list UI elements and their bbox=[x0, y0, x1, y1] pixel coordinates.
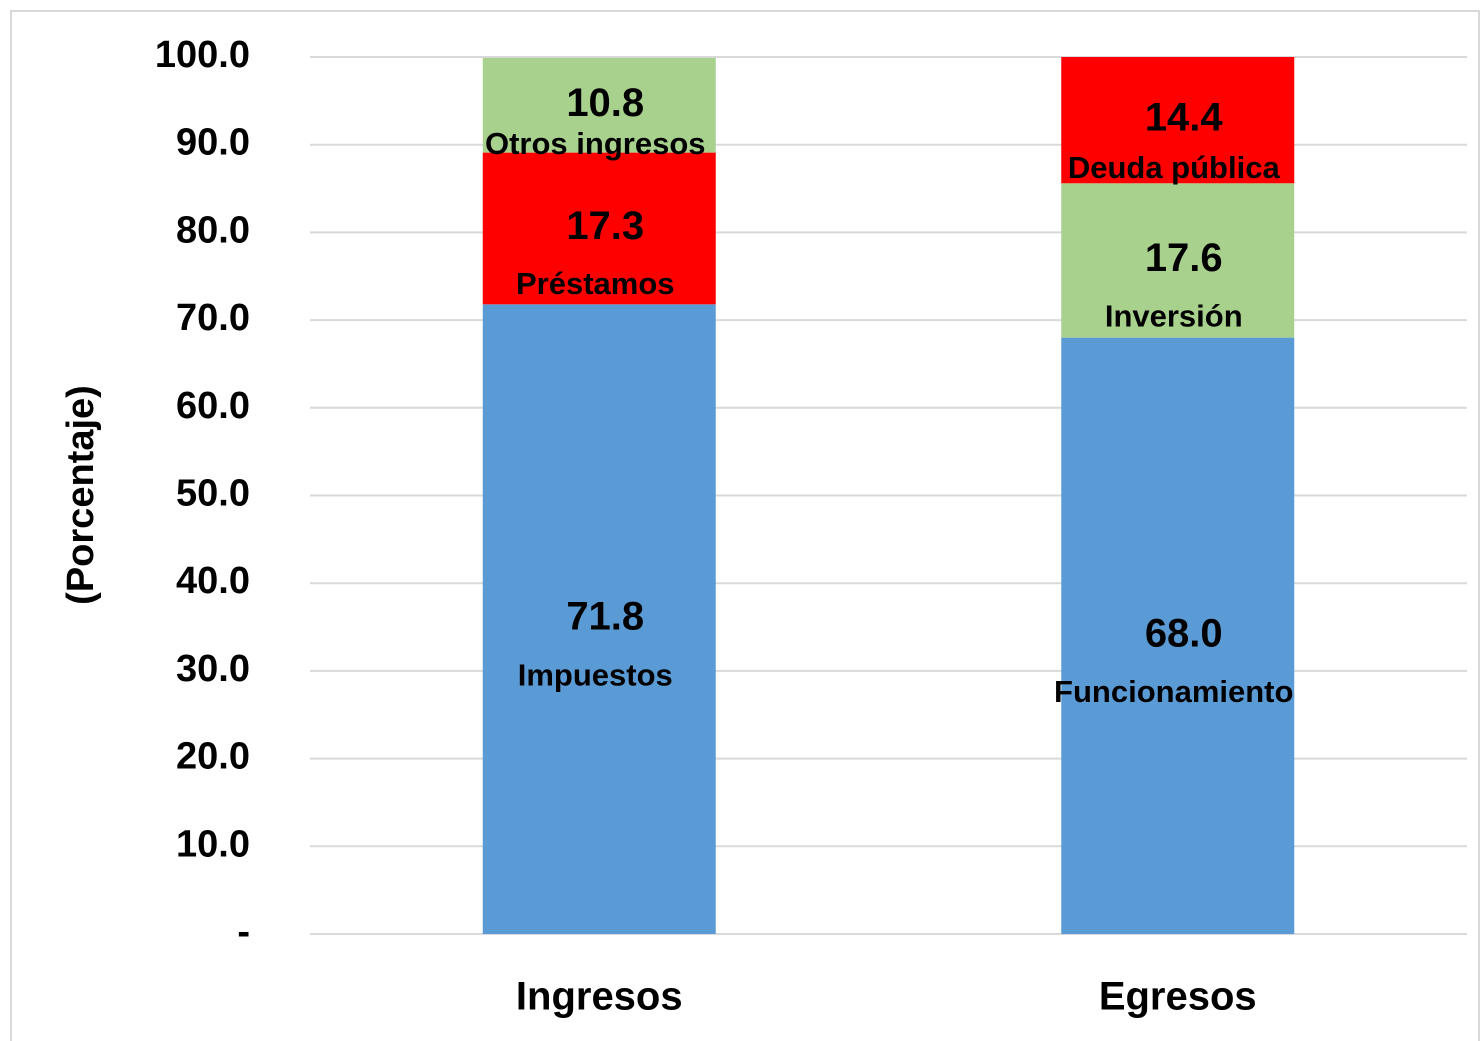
segment-label: Impuestos bbox=[518, 657, 673, 692]
y-tick-label: 50.0 bbox=[176, 473, 250, 515]
y-tick-label: 30.0 bbox=[176, 648, 250, 690]
segment-label: Inversión bbox=[1105, 299, 1243, 334]
value-label: 17.3 bbox=[566, 204, 644, 248]
y-tick-label: 60.0 bbox=[176, 385, 250, 427]
y-tick-label: - bbox=[237, 911, 250, 953]
x-tick-label: Egresos bbox=[1099, 975, 1257, 1019]
y-tick-label: 40.0 bbox=[176, 560, 250, 602]
y-tick-label: 90.0 bbox=[176, 122, 250, 164]
value-label: 14.4 bbox=[1145, 96, 1224, 140]
bar-segment bbox=[1061, 57, 1295, 184]
value-label: 17.6 bbox=[1145, 236, 1223, 280]
segment-label: Deuda pública bbox=[1068, 150, 1281, 185]
value-label: 71.8 bbox=[566, 595, 644, 639]
y-tick-label: 70.0 bbox=[176, 297, 250, 339]
bar-segment bbox=[482, 152, 716, 305]
bar-segment bbox=[482, 304, 716, 935]
value-label: 68.0 bbox=[1145, 611, 1223, 655]
x-tick-label: Ingresos bbox=[516, 975, 683, 1019]
y-tick-label: 20.0 bbox=[176, 736, 250, 778]
value-label: 10.8 bbox=[566, 81, 644, 125]
y-tick-label: 10.0 bbox=[176, 823, 250, 865]
bar-segment bbox=[1061, 183, 1295, 338]
segment-label: Otros ingresos bbox=[485, 126, 706, 161]
segment-label: Funcionamiento bbox=[1054, 674, 1293, 709]
y-axis-label: (Porcentaje) bbox=[60, 385, 102, 605]
y-tick-label: 100.0 bbox=[155, 34, 250, 76]
bar-segment bbox=[482, 57, 716, 153]
segment-label: Préstamos bbox=[516, 266, 675, 301]
y-tick-label: 80.0 bbox=[176, 209, 250, 251]
bar-segment bbox=[1061, 337, 1295, 934]
